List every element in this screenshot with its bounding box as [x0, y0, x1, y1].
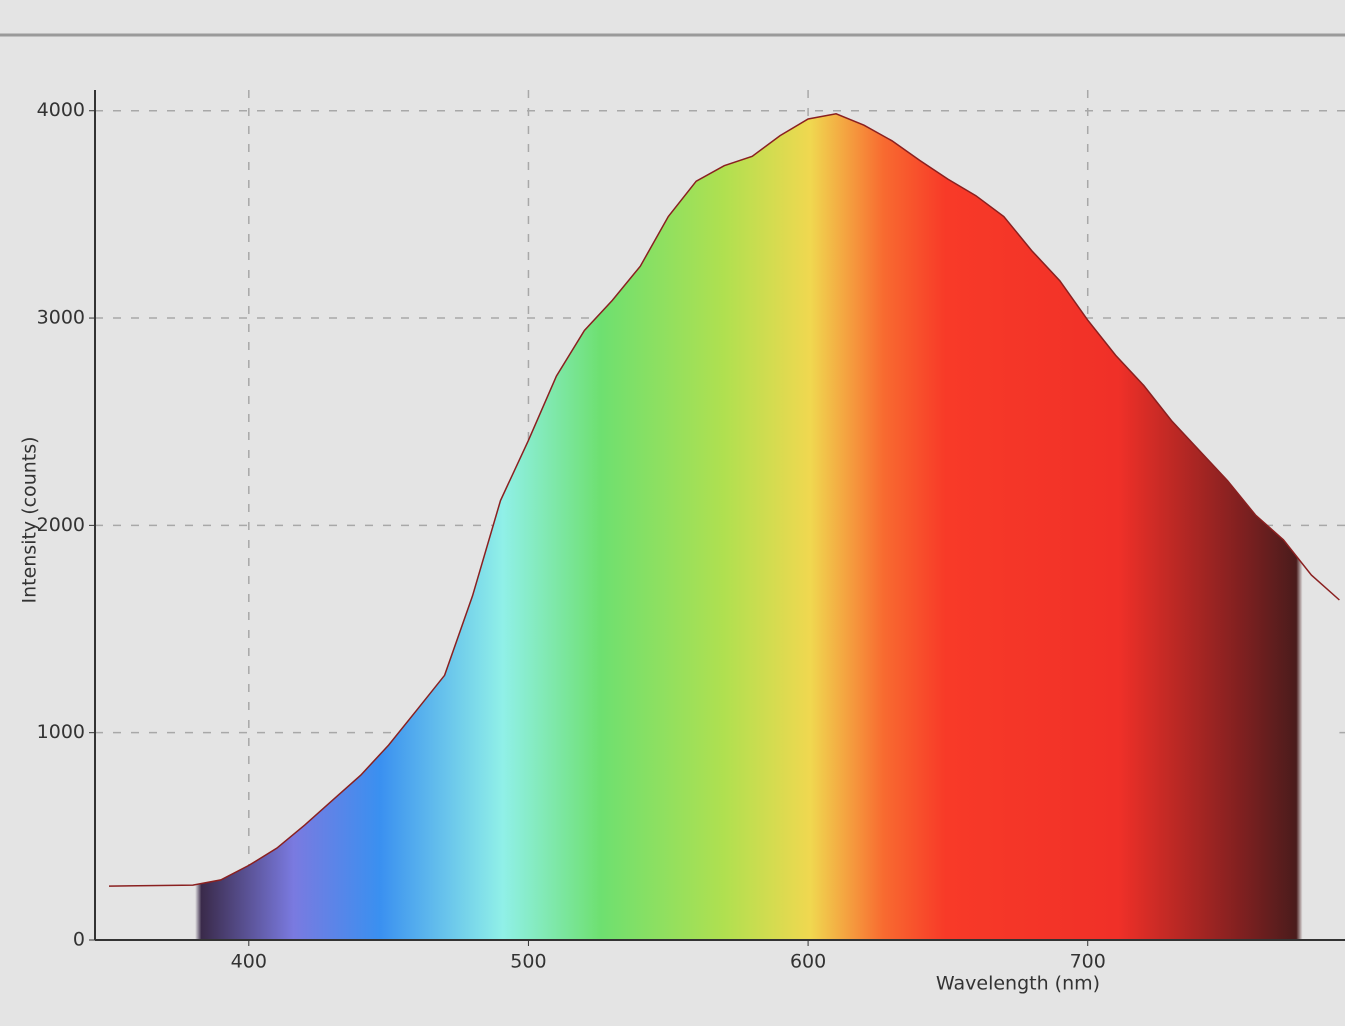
y-tick-label: 2000	[37, 514, 85, 536]
y-tick-label: 4000	[37, 99, 85, 121]
y-tick-label: 3000	[37, 307, 85, 329]
spectrum-area	[109, 113, 1340, 941]
x-tick-label: 700	[1070, 951, 1106, 973]
y-tick-label: 0	[73, 929, 85, 951]
x-tick-label: 600	[790, 951, 826, 973]
spectrum-line	[108, 113, 1340, 887]
y-tick-label: 1000	[37, 721, 85, 743]
y-axis-label: Intensity (counts)	[19, 436, 41, 603]
x-tick-label: 400	[231, 951, 267, 973]
x-tick-label: 500	[510, 951, 546, 973]
x-axis-label: Wavelength (nm)	[936, 973, 1100, 995]
